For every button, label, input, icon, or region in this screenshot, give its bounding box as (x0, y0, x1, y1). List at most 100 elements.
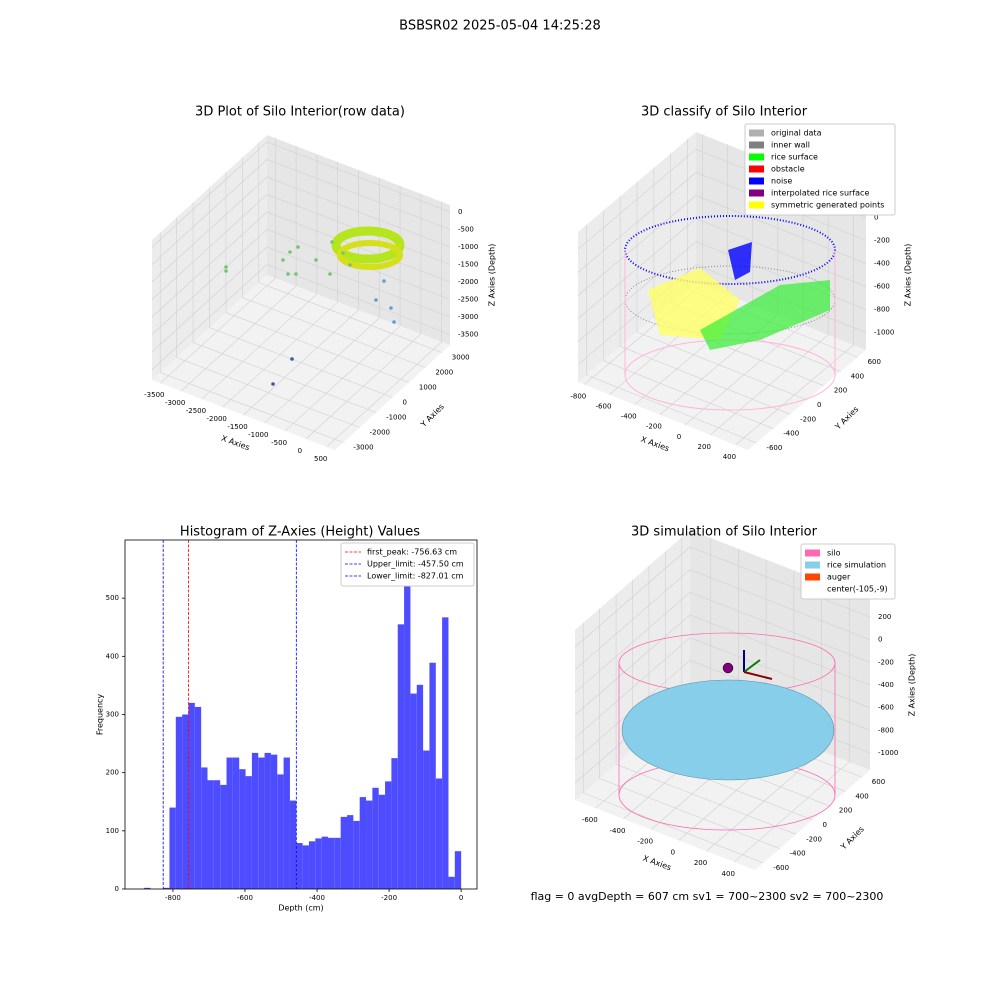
grid-line (653, 167, 824, 386)
legend-label: first_peak: -756.63 cm (367, 548, 457, 557)
z-tick-label: -400 (874, 259, 890, 267)
y-tick-label: -600 (766, 444, 782, 452)
bar (410, 693, 417, 889)
z-axis-label: Z Axies (Depth) (904, 244, 913, 307)
decoration (728, 242, 752, 280)
x-tick-label: 0 (671, 848, 675, 856)
grid-line (574, 637, 871, 738)
bar (296, 843, 303, 889)
bar (397, 624, 405, 889)
decoration (281, 258, 285, 262)
y-tick-label: -200 (806, 835, 822, 843)
bar (416, 684, 424, 889)
chart-title: 3D Plot of Silo Interior(row data) (195, 105, 405, 120)
decoration (331, 226, 405, 264)
decoration (294, 272, 298, 276)
bar (404, 560, 411, 889)
z-tick-label: -1000 (878, 749, 898, 757)
legend-swatch (805, 561, 820, 569)
grid-line (582, 622, 764, 864)
legend-label: rice surface (771, 153, 818, 162)
y-tick-label: 600 (872, 778, 885, 786)
bar (188, 702, 195, 889)
grid-line (160, 138, 276, 384)
bar (232, 757, 240, 889)
grid-line (222, 162, 339, 408)
decoration (722, 662, 734, 674)
decoration (224, 269, 228, 273)
grid-line (151, 159, 451, 265)
grid-line (577, 218, 867, 319)
bar (226, 757, 233, 889)
z-axis-label: Z Axies (Depth) (488, 244, 497, 307)
y-tick-label: 3000 (452, 354, 470, 362)
y-tick-label: 500 (106, 594, 119, 602)
bar (163, 887, 170, 889)
bar (277, 774, 284, 889)
x-tick-label: -1000 (248, 431, 268, 439)
x-tick-label: -600 (582, 816, 598, 824)
bar (378, 794, 386, 889)
z-tick-label: 200 (878, 613, 891, 621)
grid-line (243, 170, 359, 416)
decorations (224, 215, 836, 831)
z-tick-label: -1000 (874, 329, 894, 337)
z-tick-label: -2000 (458, 278, 478, 286)
grid-line (151, 194, 451, 300)
z-tick-label: 0 (458, 208, 462, 216)
decoration (743, 671, 773, 680)
y-tick-label: 100 (106, 827, 119, 835)
z-tick-label: 0 (874, 213, 878, 221)
x-tick-label: 200 (694, 859, 707, 867)
grid-line (159, 232, 344, 443)
bar (366, 800, 373, 889)
z-tick-label: -500 (458, 226, 474, 234)
bar (283, 757, 290, 889)
x-tick-label: -2500 (186, 407, 206, 415)
legend-box (800, 543, 896, 600)
x-tick-label: -3000 (165, 399, 185, 407)
z-tick-label: -600 (878, 704, 894, 712)
bar (182, 714, 189, 889)
y-tick-label: 1000 (419, 384, 437, 392)
legend-label: obstacle (771, 165, 805, 174)
z-tick-label: -800 (874, 306, 890, 314)
grid-line (326, 201, 442, 448)
y-tick-label: 600 (868, 358, 881, 366)
bar (201, 767, 208, 889)
grid-line (577, 172, 867, 273)
x-tick-label: 400 (723, 453, 736, 461)
decoration (374, 298, 378, 302)
decoration (288, 250, 292, 254)
x-tick-label: -2000 (207, 415, 227, 423)
decoration (700, 280, 830, 350)
legend-swatch (749, 129, 764, 137)
bar (340, 816, 348, 889)
bar (429, 662, 436, 889)
x-tick-label: 400 (722, 870, 735, 878)
bar (213, 780, 221, 889)
bar (385, 781, 392, 889)
y-tick-label: 400 (106, 652, 119, 660)
grid-line (151, 229, 451, 335)
grid-line (201, 154, 318, 400)
y-tick-label: 200 (839, 807, 852, 815)
bar (448, 876, 455, 889)
x-tick-label: 0 (459, 894, 463, 902)
x-axis-label: Depth (cm) (278, 904, 323, 913)
figure-title: BSBSR02 2025-05-04 14:25:28 (399, 19, 601, 34)
z-tick-label: -200 (878, 658, 894, 666)
grid-line (151, 176, 451, 283)
decoration (348, 263, 352, 267)
status-footer: flag = 0 avgDepth = 607 cm sv1 = 700~230… (531, 890, 884, 903)
legend-swatch (749, 141, 764, 149)
grid-line (264, 177, 380, 424)
z-axis-label: Z Axies (Depth) (908, 654, 917, 717)
decoration (341, 251, 345, 255)
bar (442, 617, 449, 889)
decoration (392, 320, 396, 324)
decoration (314, 258, 318, 262)
y-tick-label: 200 (834, 387, 847, 395)
x-tick-label: -200 (381, 894, 397, 902)
x-tick-label: -600 (237, 894, 253, 902)
